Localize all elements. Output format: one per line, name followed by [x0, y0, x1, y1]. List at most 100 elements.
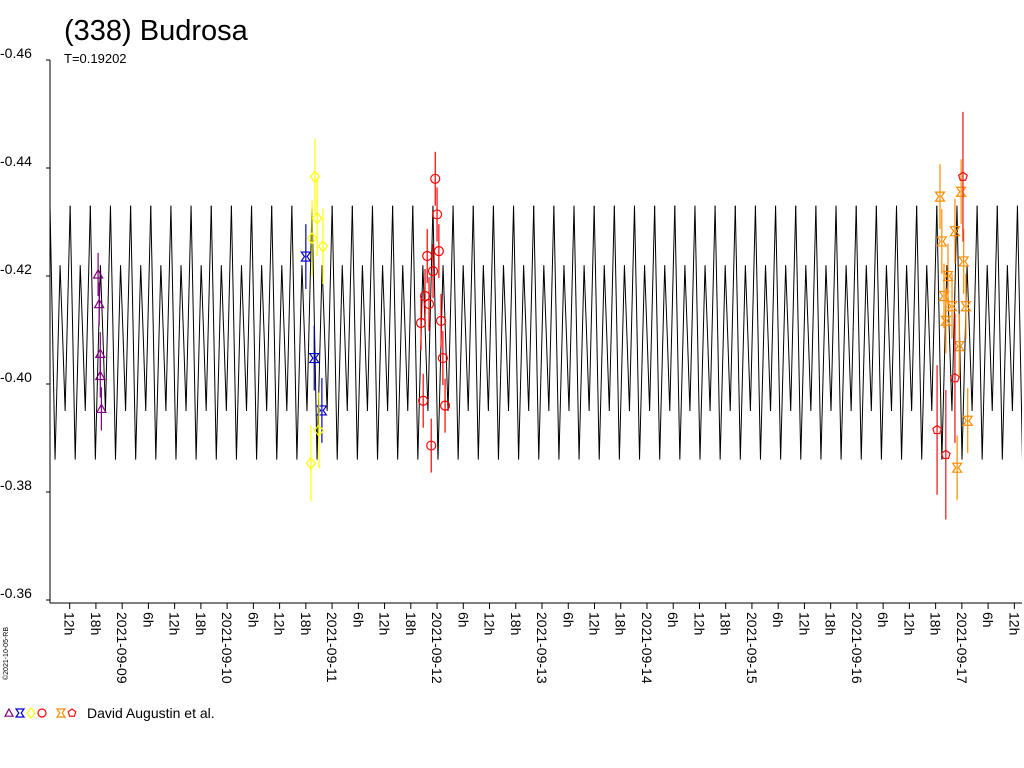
x-tick-label: 2021-09-09 — [114, 612, 130, 684]
x-tick-label: 2021-09-14 — [639, 612, 655, 684]
model-cycle — [452, 205, 474, 460]
model-cycle — [654, 205, 676, 460]
x-tick-label: 2021-09-12 — [429, 612, 445, 684]
x-tick-label: 6h — [665, 612, 681, 628]
data-point — [317, 239, 329, 253]
x-tick-label: 6h — [560, 612, 576, 628]
model-curve — [50, 205, 1022, 460]
data-point — [936, 236, 948, 247]
x-tick-label: 12h — [377, 612, 393, 635]
model-cycle — [553, 205, 575, 460]
x-tick-label: 2021-09-16 — [849, 612, 865, 684]
y-tick-label: -0.36 — [0, 585, 32, 601]
legend-marker — [26, 707, 36, 719]
data-point — [949, 226, 961, 237]
model-cycle — [674, 205, 696, 460]
legend: David Augustin et al. — [3, 705, 215, 721]
data-point — [313, 423, 325, 437]
data-point — [311, 211, 323, 225]
model-cycle — [150, 205, 172, 460]
x-tick-label: 18h — [928, 612, 944, 635]
x-tick-label: 6h — [980, 612, 996, 628]
legend-marker — [67, 708, 77, 717]
model-cycle — [492, 205, 515, 460]
model-cycle — [311, 205, 333, 460]
x-tick-label: 12h — [272, 612, 288, 635]
period-label: T=0.19202 — [64, 51, 127, 66]
x-tick-label: 12h — [1006, 612, 1022, 635]
data-point — [953, 341, 965, 352]
data-point — [93, 298, 105, 309]
data-point — [932, 424, 943, 435]
x-tick-label: 2021-09-10 — [219, 612, 235, 684]
data-point — [95, 403, 107, 414]
data-point — [951, 462, 963, 473]
data-point — [305, 456, 317, 470]
model-cycle — [835, 205, 857, 460]
legend-marker — [55, 708, 67, 718]
model-cycle — [916, 205, 938, 460]
y-tick-label: -0.40 — [0, 369, 32, 385]
model-cycle — [875, 205, 898, 460]
data-point — [431, 209, 443, 220]
legend-label: David Augustin et al. — [87, 705, 215, 721]
x-tick-label: 18h — [193, 612, 209, 635]
x-tick-label: 18h — [613, 612, 629, 635]
x-tick-label: 18h — [823, 612, 839, 635]
data-point — [437, 352, 448, 364]
model-cycle — [936, 205, 958, 460]
data-point — [957, 171, 968, 181]
data-point — [949, 372, 960, 383]
model-cycle — [392, 205, 414, 460]
data-point — [423, 298, 435, 310]
x-tick-label: 12h — [482, 612, 498, 635]
data-point — [955, 186, 967, 197]
model-cycle — [230, 205, 253, 460]
model-cycle — [69, 205, 91, 460]
x-tick-label: 12h — [586, 612, 602, 635]
model-cycle — [50, 205, 71, 460]
x-tick-label: 6h — [245, 612, 261, 628]
model-cycle — [412, 205, 434, 460]
data-point — [934, 191, 946, 202]
model-cycle — [533, 205, 555, 460]
model-cycle — [754, 205, 777, 460]
data-point — [435, 315, 447, 326]
model-cycle — [896, 205, 918, 460]
model-cycle — [89, 205, 111, 460]
x-tick-label: 2021-09-13 — [534, 612, 550, 684]
x-tick-label: 6h — [350, 612, 366, 628]
model-cycle — [956, 205, 978, 460]
x-tick-label: 2021-09-11 — [324, 612, 340, 683]
data-point — [308, 352, 320, 364]
model-cycle — [432, 205, 454, 460]
y-tick-label: -0.44 — [0, 153, 32, 169]
model-cycle — [130, 205, 152, 460]
model-cycle — [613, 205, 635, 460]
x-tick-label: 6h — [455, 612, 471, 628]
model-cycle — [815, 205, 837, 460]
x-tick-label: 12h — [796, 612, 812, 635]
model-cycle — [996, 205, 1018, 460]
data-point — [940, 449, 951, 459]
data-point — [958, 256, 970, 267]
model-cycle — [351, 205, 373, 460]
model-cycle — [190, 205, 212, 460]
data-point — [946, 301, 958, 312]
model-cycle — [331, 205, 353, 460]
data-point — [418, 395, 429, 406]
x-tick-label: 18h — [403, 612, 419, 635]
x-tick-label: 12h — [691, 612, 707, 635]
x-tick-label: 12h — [62, 612, 78, 635]
legend-marker — [3, 707, 15, 717]
data-point — [92, 268, 104, 279]
data-point — [433, 246, 444, 257]
model-cycle — [734, 205, 756, 460]
x-tick-label: 12h — [167, 612, 183, 635]
data-point — [426, 440, 437, 451]
y-tick-label: -0.42 — [0, 261, 32, 277]
data-point — [300, 251, 312, 262]
model-cycle — [573, 205, 595, 460]
data-point — [422, 250, 433, 262]
